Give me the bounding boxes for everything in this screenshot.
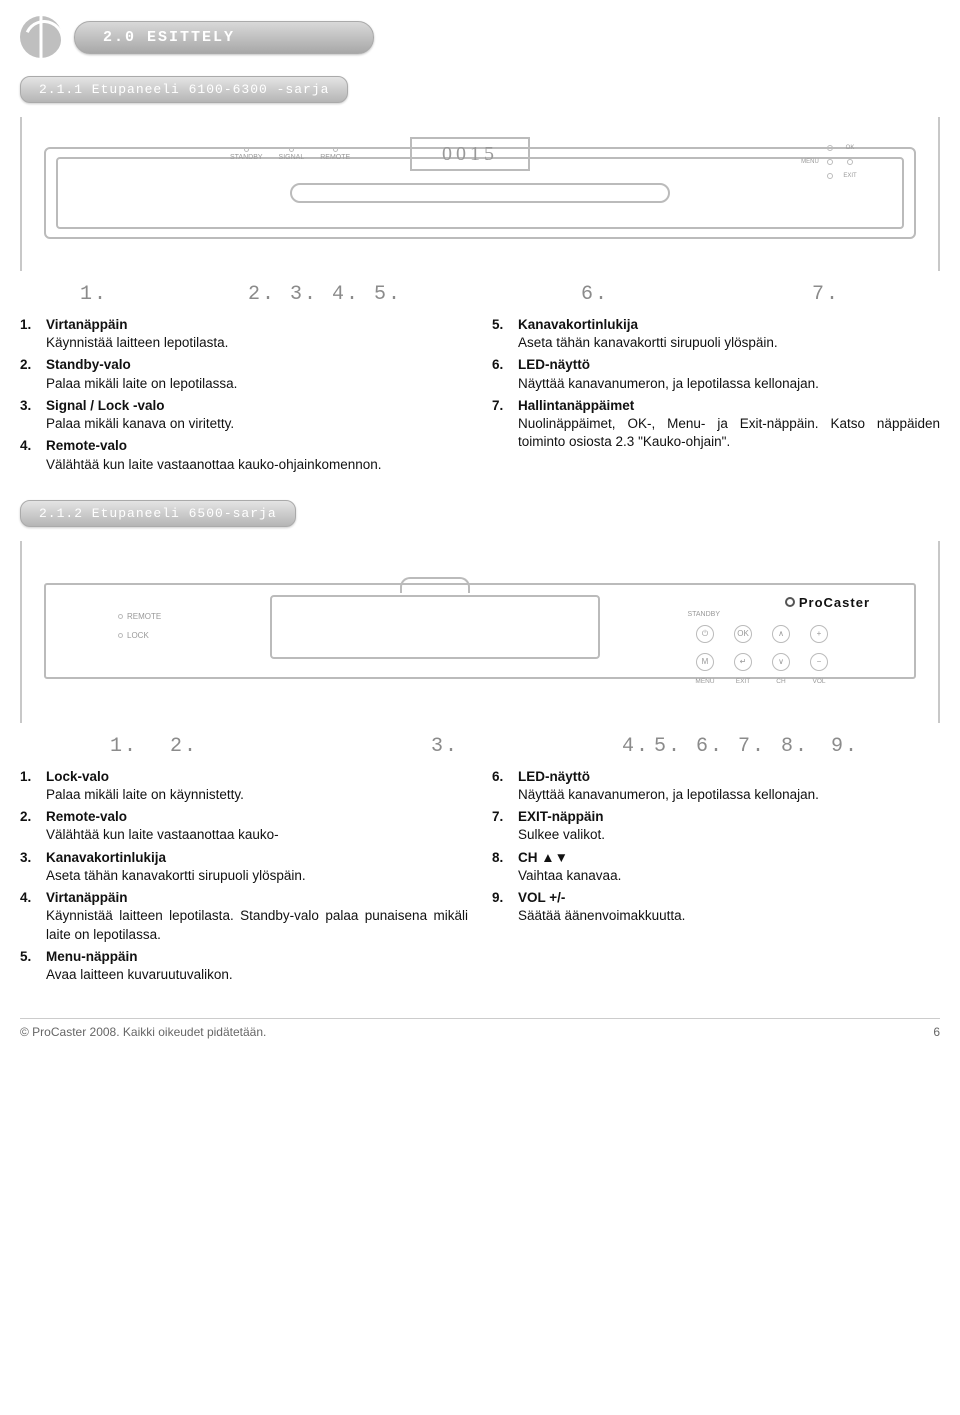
list-item: 8.CH ▲▼Vaihtaa kanavaa. [492, 849, 940, 885]
list-item: 2.Remote-valoVälähtää kun laite vastaano… [20, 808, 468, 844]
list-item: 3.KanavakortinlukijaAseta tähän kanavako… [20, 849, 468, 885]
led-label-standby: STANDBY [230, 154, 263, 161]
subsection-2-title: 2.1.2 Etupaneeli 6500-sarja [20, 500, 296, 527]
list-item: 5.KanavakortinlukijaAseta tähän kanavako… [492, 316, 940, 352]
callout-numbers-1: 1. 2. 3. 4. 5. 6. 7. [20, 283, 940, 306]
list-item: 3.Signal / Lock -valoPalaa mikäli kanava… [20, 397, 468, 433]
standby-label: STANDBY [687, 611, 720, 618]
brand-logo [20, 16, 62, 58]
list-item: 6.LED-näyttöNäyttää kanavanumeron, ja le… [492, 768, 940, 804]
list-item: 7.EXIT-näppäinSulkee valikot. [492, 808, 940, 844]
menu-button[interactable]: M [696, 653, 714, 671]
page-number: 6 [933, 1025, 940, 1039]
list-item: 4.VirtanäppäinKäynnistää laitteen lepoti… [20, 889, 468, 944]
list-item: 1.VirtanäppäinKäynnistää laitteen lepoti… [20, 316, 468, 352]
led-display: 0015 [410, 137, 530, 171]
callout-numbers-2: 1. 2. 3. 4. 5. 6. 7. 8. 9. [20, 735, 940, 758]
card-slot [290, 183, 670, 203]
volup-button[interactable]: + [810, 625, 828, 643]
up-button[interactable]: ∧ [772, 625, 790, 643]
power-button[interactable]: ⏻ [696, 625, 714, 643]
list-item: 9.VOL +/-Säätää äänenvoimakkuutta. [492, 889, 940, 925]
list-item: 1.Lock-valoPalaa mikäli laite on käynnis… [20, 768, 468, 804]
exit-button[interactable]: ↵ [734, 653, 752, 671]
control-pad: OK MENU EXIT [800, 141, 870, 181]
led-label-signal: SIGNAL [279, 154, 305, 161]
description-list-1: 1.VirtanäppäinKäynnistää laitteen lepoti… [20, 316, 940, 478]
label-remote: REMOTE [118, 607, 161, 626]
ok-button[interactable]: OK [734, 625, 752, 643]
section-title: 2.0 ESITTELY [74, 21, 374, 54]
disc-tray [270, 595, 600, 659]
down-button[interactable]: ∨ [772, 653, 790, 671]
device-6100-panel: 0015 STANDBY SIGNAL REMOTE OK MENU EXIT [30, 127, 930, 257]
device-6500-panel: REMOTE LOCK ProCaster STANDBY ⏻ OK ∧ + M… [30, 551, 930, 701]
description-list-2: 1.Lock-valoPalaa mikäli laite on käynnis… [20, 768, 940, 988]
list-item: 2.Standby-valoPalaa mikäli laite on lepo… [20, 356, 468, 392]
led-label-remote: REMOTE [320, 154, 350, 161]
brand-label: ProCaster [785, 595, 870, 610]
list-item: 6.LED-näyttöNäyttää kanavanumeron, ja le… [492, 356, 940, 392]
label-lock: LOCK [118, 626, 161, 645]
voldown-button[interactable]: − [810, 653, 828, 671]
copyright: © ProCaster 2008. Kaikki oikeudet pidäte… [20, 1025, 266, 1039]
list-item: 7.HallintanäppäimetNuolinäppäimet, OK-, … [492, 397, 940, 452]
list-item: 4.Remote-valoVälähtää kun laite vastaano… [20, 437, 468, 473]
subsection-1-title: 2.1.1 Etupaneeli 6100-6300 -sarja [20, 76, 348, 103]
page-footer: © ProCaster 2008. Kaikki oikeudet pidäte… [20, 1018, 940, 1039]
list-item: 5.Menu-näppäinAvaa laitteen kuvaruutuval… [20, 948, 468, 984]
